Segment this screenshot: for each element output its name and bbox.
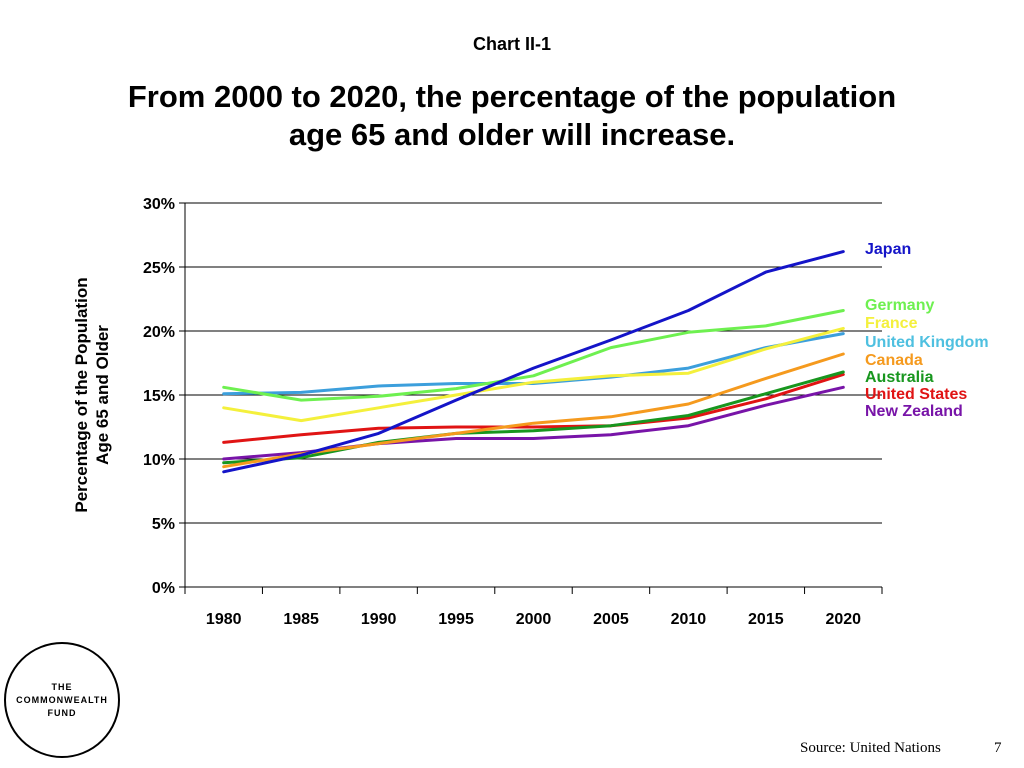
- source-note: Source: United Nations: [800, 740, 941, 756]
- legend-label-japan: Japan: [865, 241, 911, 258]
- series-line-united-states: [222, 373, 845, 444]
- y-tick-label: 30%: [143, 196, 175, 213]
- legend-label-united-kingdom: United Kingdom: [865, 334, 989, 351]
- x-tick-label: 1990: [361, 611, 397, 628]
- x-tick-label: 2000: [516, 611, 552, 628]
- legend-label-united-states: United States: [865, 386, 967, 403]
- y-tick-label: 20%: [143, 324, 175, 341]
- page-title: From 2000 to 2020, the percentage of the…: [62, 78, 962, 154]
- legend-label-new-zealand: New Zealand: [865, 403, 963, 420]
- y-tick-label: 25%: [143, 260, 175, 277]
- page-number: 7: [994, 740, 1002, 756]
- series-lines: [222, 250, 845, 474]
- x-tick-label: 2020: [825, 611, 861, 628]
- x-tick-label: 2015: [748, 611, 784, 628]
- x-tick-label: 2005: [593, 611, 629, 628]
- x-tick-label: 1995: [438, 611, 474, 628]
- logo-circle: [4, 642, 120, 758]
- commonwealth-fund-logo: THE COMMONWEALTH FUND: [4, 642, 120, 758]
- legend-label-canada: Canada: [865, 352, 923, 369]
- y-tick-label: 15%: [143, 388, 175, 405]
- series-line-france: [222, 326, 845, 423]
- legend-label-australia: Australia: [865, 369, 934, 386]
- axes: 0% 5% 10% 15% 20% 25% 30% 1980 1985 1990 1995 2000 2…: [143, 196, 883, 628]
- x-tick-label: 1985: [283, 611, 319, 628]
- page-title-line-2: age 65 and older will increase.: [288, 117, 736, 152]
- y-tick-label: 5%: [152, 516, 175, 533]
- legend-label-france: France: [865, 315, 918, 332]
- x-tick-label: 2010: [671, 611, 707, 628]
- logo-text-line-1: THE: [52, 682, 73, 692]
- y-tick-label: 10%: [143, 452, 175, 469]
- y-tick-label: 0%: [152, 580, 175, 597]
- x-tick-label: 1980: [206, 611, 242, 628]
- series-line-germany: [222, 309, 845, 402]
- logo-text-line-3: FUND: [48, 708, 77, 718]
- series-line-australia: [222, 370, 845, 465]
- grid-lines: [185, 202, 882, 524]
- logo-text-line-2: COMMONWEALTH: [16, 695, 108, 705]
- series-line-canada: [222, 352, 845, 469]
- page-title-line-1: From 2000 to 2020, the percentage of the…: [127, 79, 897, 114]
- series-line-japan: [222, 250, 845, 474]
- legend-label-germany: Germany: [865, 297, 934, 314]
- chart-number: Chart II-1: [472, 34, 551, 54]
